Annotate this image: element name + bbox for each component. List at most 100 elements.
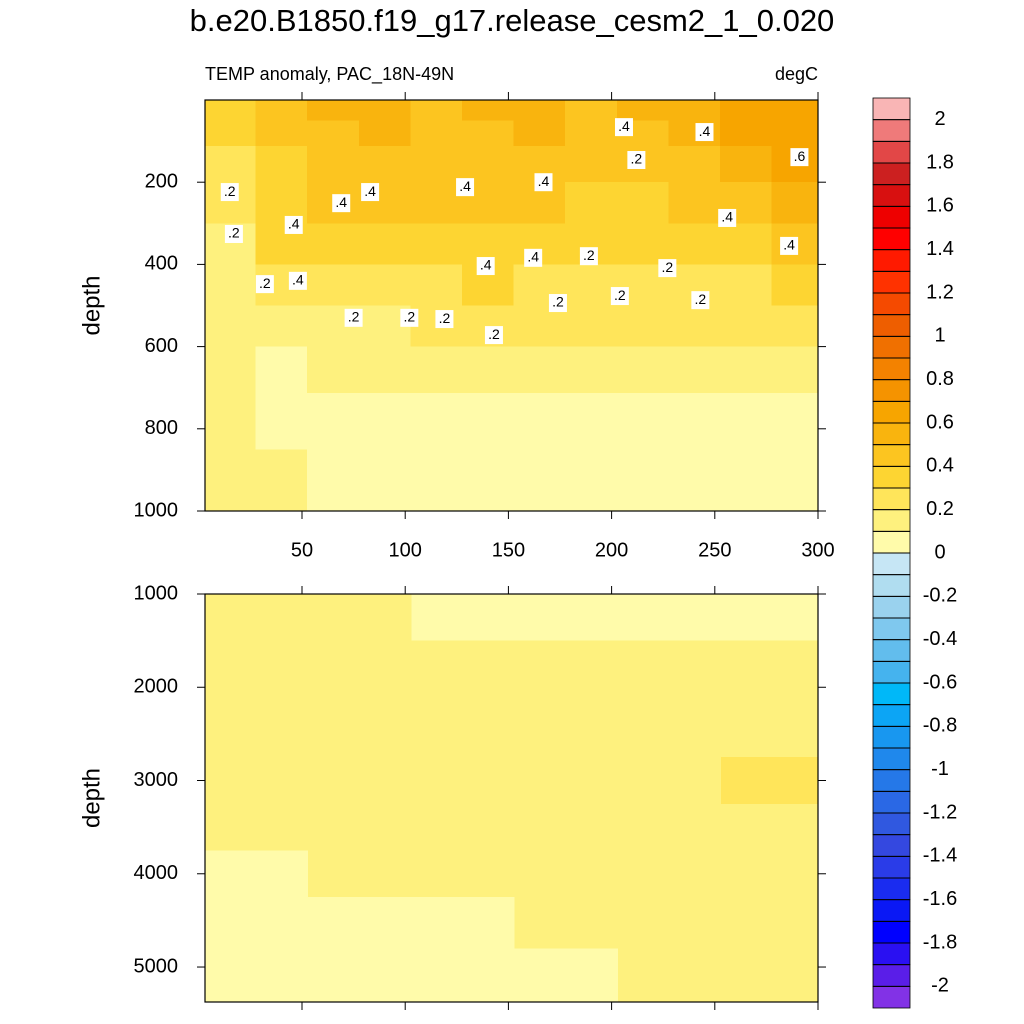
- field-cell: [205, 120, 257, 147]
- contour-label-box: [284, 215, 303, 234]
- field-cell: [411, 850, 516, 898]
- field-cell: [719, 120, 773, 147]
- y-axis-label: depth: [78, 768, 105, 828]
- field-cell: [255, 120, 308, 147]
- field-cell: [668, 449, 721, 512]
- subtitle-left: TEMP anomaly, PAC_18N-49N: [205, 64, 454, 85]
- field-cell: [307, 392, 360, 450]
- field-cell: [461, 146, 515, 183]
- field-cell: [668, 223, 721, 265]
- colorbar-label: -0.2: [923, 585, 957, 607]
- colorbar-box: [872, 465, 911, 489]
- field-cell: [514, 948, 619, 1003]
- y-axis-label: depth: [78, 275, 105, 335]
- contour-label-box: [220, 183, 239, 202]
- contour-label: .4: [699, 123, 711, 139]
- x-tick-label: 50: [291, 539, 313, 561]
- field-cell: [308, 948, 412, 1003]
- field-cell: [255, 100, 308, 122]
- x-tick-label: 250: [698, 539, 731, 561]
- contour-label: .4: [480, 257, 492, 273]
- colorbar-box: [872, 552, 911, 576]
- field-cell: [461, 449, 515, 512]
- contour-label: .2: [403, 309, 415, 325]
- field-cell: [358, 392, 411, 450]
- contour-label: .2: [614, 287, 626, 303]
- colorbar-box: [872, 639, 911, 662]
- colorbar-box: [872, 834, 911, 857]
- colorbar-box: [872, 292, 911, 316]
- x-tick-label: 200: [595, 539, 628, 561]
- contour-label-box: [548, 294, 567, 313]
- field-cell: [719, 223, 773, 265]
- field-cell: [771, 449, 819, 512]
- colorbar-label: 1.2: [926, 281, 954, 303]
- field-cell: [307, 223, 360, 265]
- field-cell: [514, 803, 619, 851]
- field-cell: [308, 850, 412, 898]
- contour-label-box: [361, 183, 380, 202]
- field-cell: [771, 120, 819, 147]
- field-cell: [461, 346, 515, 394]
- field-cell: [617, 594, 722, 642]
- field-cell: [205, 305, 257, 348]
- colorbar-box: [872, 379, 911, 402]
- colorbar-box: [872, 747, 911, 771]
- colorbar-box: [872, 812, 911, 836]
- field-cell: [668, 100, 721, 122]
- y-tick-label: 2000: [134, 676, 179, 698]
- contour-label: .2: [224, 183, 236, 199]
- field-cell: [411, 897, 516, 949]
- field-cell: [205, 594, 309, 642]
- colorbar-label: -1.4: [923, 845, 957, 867]
- field-cell: [411, 757, 516, 805]
- contour-label-box: [691, 291, 710, 310]
- contour-label-box: [332, 194, 351, 213]
- colorbar-box: [872, 119, 911, 142]
- field-cell: [565, 305, 618, 348]
- contour-label: .4: [335, 194, 347, 210]
- contour-label: .2: [259, 275, 271, 291]
- field-cell: [771, 100, 819, 122]
- field-cell: [514, 850, 619, 898]
- colorbar-box: [872, 790, 911, 814]
- field-cell: [617, 948, 722, 1003]
- contour-label: .4: [538, 173, 550, 189]
- contour-label-box: [658, 259, 677, 278]
- field-cell: [410, 182, 463, 224]
- field-cell: [617, 803, 722, 851]
- contour-label-box: [534, 173, 553, 192]
- contour-label-box: [790, 148, 809, 167]
- field-cell: [565, 120, 618, 147]
- colorbar-box: [872, 487, 911, 511]
- field-cell: [720, 594, 819, 642]
- contour-label-box: [484, 326, 503, 345]
- field-cell: [514, 594, 619, 642]
- field-cell: [410, 223, 463, 265]
- colorbar-box: [872, 422, 911, 446]
- field-cell: [719, 392, 773, 450]
- colorbar-box: [872, 509, 911, 532]
- field-cell: [307, 449, 360, 512]
- field-cell: [308, 640, 412, 702]
- contour-label-box: [400, 308, 419, 327]
- colorbar-label: -1: [931, 758, 949, 780]
- colorbar-label: 1.6: [926, 195, 954, 217]
- field-cell: [616, 392, 669, 450]
- colorbar-label: -2: [931, 975, 949, 997]
- colorbar-box: [872, 660, 911, 684]
- field-cell: [410, 346, 463, 394]
- colorbar-box: [872, 574, 911, 597]
- field-cell: [205, 803, 309, 851]
- field-cell: [771, 346, 819, 394]
- field-cell: [719, 264, 773, 306]
- contour-label-box: [435, 310, 454, 329]
- field-cell: [307, 100, 360, 122]
- field-cell: [513, 346, 566, 394]
- contour-label: .4: [527, 249, 539, 265]
- field-cell: [513, 392, 566, 450]
- field-cell: [308, 897, 412, 949]
- contour-label: .2: [488, 326, 500, 342]
- field-cell: [771, 392, 819, 450]
